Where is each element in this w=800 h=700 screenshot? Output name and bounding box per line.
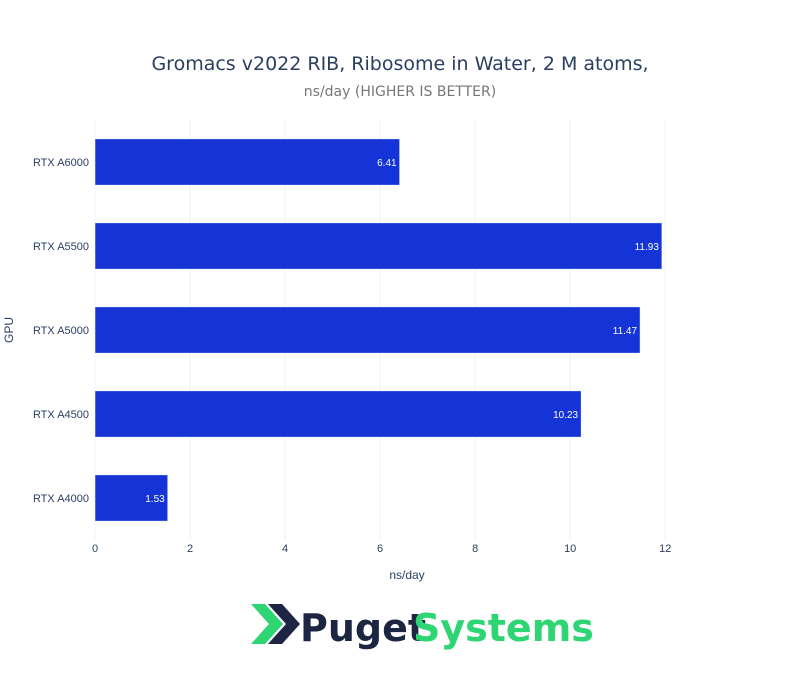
logo-word-puget: Puget (300, 606, 426, 650)
x-tick-label: 12 (659, 543, 671, 555)
x-tick-label: 10 (564, 543, 576, 555)
y-tick-label: RTX A6000 (33, 157, 89, 169)
y-axis-title: GPU (2, 317, 16, 343)
bars (94, 138, 663, 522)
bar-value-label: 6.41 (377, 158, 397, 169)
y-tick-label: RTX A5000 (33, 325, 89, 337)
bar-value-label: 11.47 (613, 326, 638, 337)
bar (94, 474, 168, 522)
bar (94, 306, 641, 354)
chart-title: Gromacs v2022 RIB, Ribosome in Water, 2 … (151, 53, 648, 75)
bar-value-label: 11.93 (635, 242, 660, 253)
y-tick-label: RTX A5500 (33, 241, 89, 253)
bar-value-label: 1.53 (145, 494, 165, 505)
puget-systems-logo: Puget Systems (251, 604, 594, 650)
x-tick-label: 0 (92, 543, 98, 555)
x-tick-label: 2 (187, 543, 193, 555)
logo-word-systems: Systems (413, 606, 594, 650)
chart-subtitle: ns/day (HIGHER IS BETTER) (304, 84, 496, 100)
x-tick-label: 6 (377, 543, 383, 555)
x-tick-label: 8 (472, 543, 478, 555)
x-axis-ticks: 0 2 4 6 8 10 12 (92, 543, 671, 555)
y-axis-ticks: RTX A6000 RTX A5500 RTX A5000 RTX A4500 RTX … (33, 157, 89, 505)
bar-value-label: 10.23 (553, 410, 578, 421)
bar (94, 138, 400, 186)
bar (94, 222, 663, 270)
chevron-double-right-icon (251, 604, 300, 644)
bar (94, 390, 582, 438)
x-tick-label: 4 (282, 543, 288, 555)
x-axis-title: ns/day (389, 568, 424, 582)
bar-labels: 6.41 11.93 11.47 10.23 1.53 (145, 158, 659, 505)
y-tick-label: RTX A4000 (33, 493, 89, 505)
y-tick-label: RTX A4500 (33, 409, 89, 421)
